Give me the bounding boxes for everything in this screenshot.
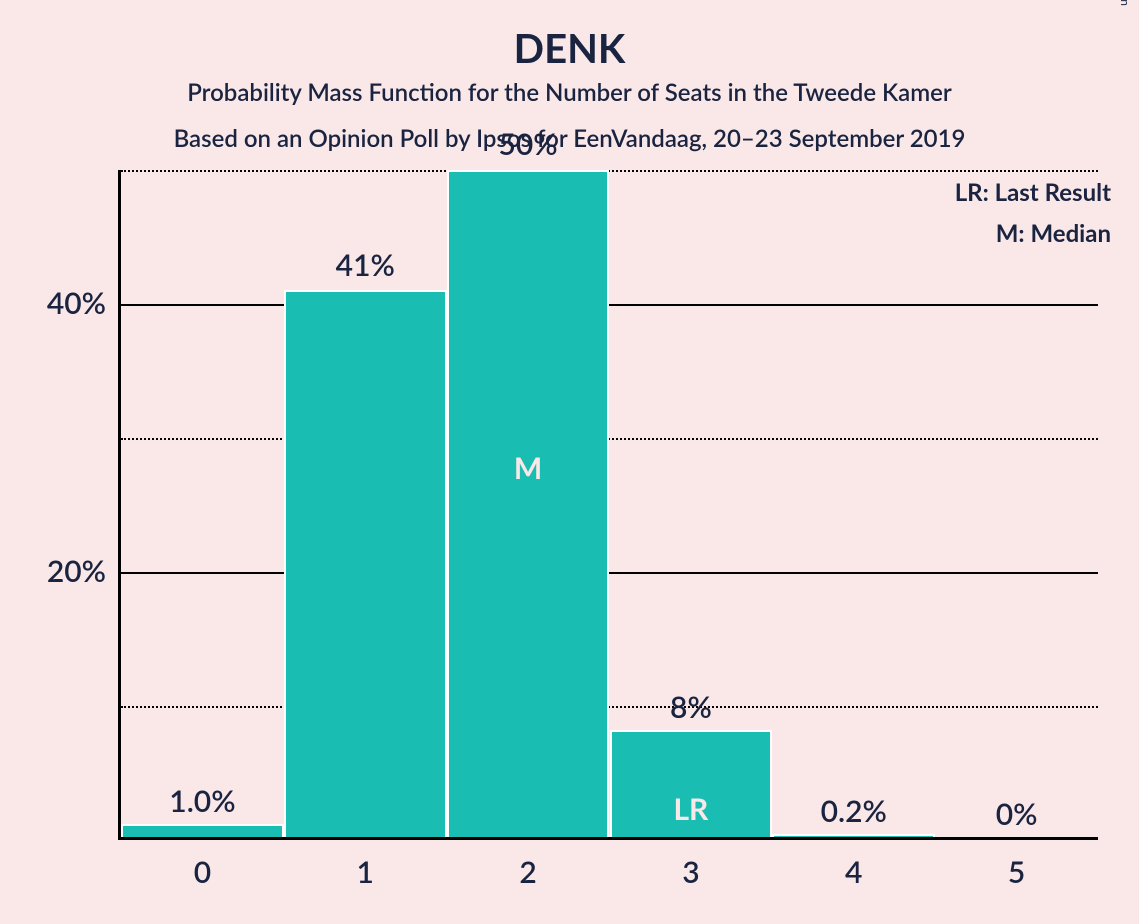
grid-line-major bbox=[121, 572, 1098, 574]
y-tick-label: 40% bbox=[6, 285, 106, 321]
legend-item: LR: Last Result bbox=[955, 178, 1111, 207]
bar-inner-label: M bbox=[447, 450, 610, 486]
chart-title: DENK bbox=[0, 24, 1139, 72]
x-tick-label: 5 bbox=[935, 854, 1098, 890]
bar bbox=[772, 834, 935, 837]
x-tick-label: 0 bbox=[121, 854, 284, 890]
x-tick-label: 3 bbox=[610, 854, 773, 890]
chart-subtitle-1: Probability Mass Function for the Number… bbox=[0, 78, 1139, 107]
x-tick-label: 4 bbox=[772, 854, 935, 890]
grid-line-minor bbox=[121, 170, 1098, 172]
bar bbox=[447, 170, 610, 837]
bar-value-label: 41% bbox=[284, 247, 447, 283]
bar bbox=[121, 824, 284, 837]
y-tick-label: 20% bbox=[6, 553, 106, 589]
chart-legend: LR: Last Result M: Median bbox=[955, 178, 1111, 260]
bar-value-label: 0.2% bbox=[772, 793, 935, 829]
x-tick-label: 2 bbox=[447, 854, 610, 890]
bar-value-label: 50% bbox=[447, 126, 610, 162]
grid-line-minor bbox=[121, 438, 1098, 440]
copyright-text: © 2020 Filip van Laenen bbox=[1118, 0, 1133, 6]
x-axis-line bbox=[118, 837, 1098, 840]
x-tick-label: 1 bbox=[284, 854, 447, 890]
y-axis-line bbox=[118, 170, 121, 840]
bar-value-label: 1.0% bbox=[121, 783, 284, 819]
legend-item: M: Median bbox=[955, 219, 1111, 248]
grid-line-major bbox=[121, 304, 1098, 306]
chart-plot-area: 20%40%1.0%041%150%M28%LR30.2%40%5 bbox=[118, 170, 1098, 840]
bar-value-label: 8% bbox=[610, 689, 773, 725]
bar bbox=[284, 290, 447, 837]
bar-value-label: 0% bbox=[935, 796, 1098, 832]
bar-inner-label: LR bbox=[610, 791, 773, 827]
